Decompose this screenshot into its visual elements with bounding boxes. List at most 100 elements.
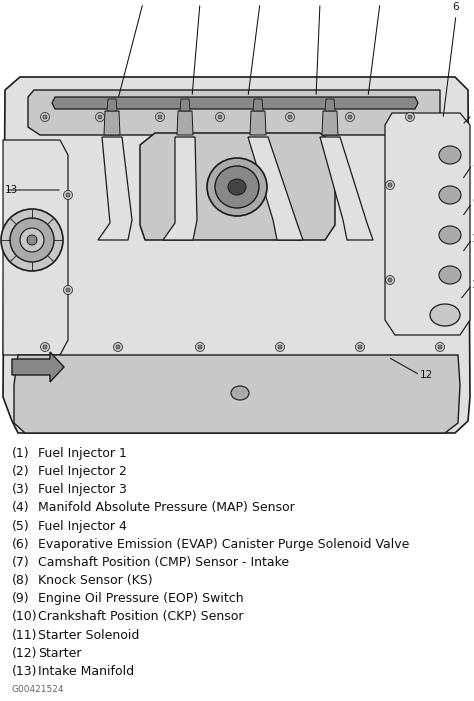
Ellipse shape [1,209,63,271]
Text: 8: 8 [472,160,474,170]
Polygon shape [12,352,64,382]
Ellipse shape [20,228,44,252]
Text: Camshaft Position (CMP) Sensor - Intake: Camshaft Position (CMP) Sensor - Intake [38,556,289,569]
Polygon shape [3,77,470,433]
Ellipse shape [116,345,120,349]
Polygon shape [98,137,132,240]
Ellipse shape [40,343,49,351]
Ellipse shape [215,166,259,208]
Ellipse shape [439,266,461,284]
Ellipse shape [40,112,49,121]
Text: Starter: Starter [38,647,82,660]
Text: 12: 12 [420,370,433,380]
Ellipse shape [158,115,162,119]
Text: (11): (11) [12,629,37,641]
Polygon shape [385,113,470,335]
Text: Fuel Injector 3: Fuel Injector 3 [38,483,127,496]
Text: (8): (8) [12,574,30,587]
Ellipse shape [346,112,355,121]
Ellipse shape [285,112,294,121]
Polygon shape [104,111,120,135]
Text: Crankshaft Position (CKP) Sensor: Crankshaft Position (CKP) Sensor [38,611,244,623]
Ellipse shape [356,343,365,351]
Text: (4): (4) [12,501,29,515]
Text: (10): (10) [12,611,37,623]
Ellipse shape [64,191,73,200]
Polygon shape [250,111,266,135]
Text: Knock Sensor (KS): Knock Sensor (KS) [38,574,153,587]
Text: (6): (6) [12,538,29,551]
Text: (2): (2) [12,465,29,478]
Polygon shape [52,97,418,109]
Ellipse shape [218,115,222,119]
Ellipse shape [275,343,284,351]
Polygon shape [107,99,117,111]
Text: G00421524: G00421524 [12,685,64,694]
Ellipse shape [278,345,282,349]
Polygon shape [248,137,303,240]
Text: Engine Oil Pressure (EOP) Switch: Engine Oil Pressure (EOP) Switch [38,592,244,605]
Ellipse shape [405,112,414,121]
Ellipse shape [95,112,104,121]
Ellipse shape [348,115,352,119]
Ellipse shape [228,179,246,195]
Polygon shape [320,137,373,240]
Ellipse shape [439,226,461,244]
Text: 7: 7 [472,110,474,120]
Text: (12): (12) [12,647,37,660]
Ellipse shape [98,115,102,119]
Text: Fuel Injector 1: Fuel Injector 1 [38,447,127,460]
Text: Starter Solenoid: Starter Solenoid [38,629,139,641]
Text: (7): (7) [12,556,30,569]
Text: 6: 6 [453,2,459,12]
Ellipse shape [385,275,394,285]
Text: Intake Manifold: Intake Manifold [38,665,134,678]
Polygon shape [28,90,440,135]
Polygon shape [325,99,335,111]
Text: 11: 11 [472,280,474,290]
Ellipse shape [436,343,445,351]
Polygon shape [180,99,190,111]
Ellipse shape [430,304,460,326]
Text: 9: 9 [472,198,474,208]
Ellipse shape [64,285,73,294]
Ellipse shape [27,235,37,245]
Text: (5): (5) [12,519,30,533]
Text: Fuel Injector 2: Fuel Injector 2 [38,465,127,478]
Ellipse shape [195,343,204,351]
Polygon shape [322,111,338,135]
Text: Manifold Absolute Pressure (MAP) Sensor: Manifold Absolute Pressure (MAP) Sensor [38,501,295,515]
Polygon shape [163,137,197,240]
Ellipse shape [439,146,461,164]
Ellipse shape [358,345,362,349]
Ellipse shape [66,288,70,292]
Ellipse shape [10,218,54,262]
Text: (13): (13) [12,665,37,678]
Ellipse shape [113,343,122,351]
Ellipse shape [43,345,47,349]
Text: Evaporative Emission (EVAP) Canister Purge Solenoid Valve: Evaporative Emission (EVAP) Canister Pur… [38,538,410,551]
Polygon shape [140,133,335,240]
Ellipse shape [439,186,461,204]
Polygon shape [14,355,460,433]
Polygon shape [177,111,193,135]
Ellipse shape [198,345,202,349]
Ellipse shape [43,115,47,119]
Ellipse shape [216,112,225,121]
Ellipse shape [388,183,392,187]
Text: (1): (1) [12,447,29,460]
Polygon shape [253,99,263,111]
Text: (3): (3) [12,483,29,496]
Ellipse shape [385,180,394,189]
Ellipse shape [155,112,164,121]
Polygon shape [3,140,68,355]
Text: 13: 13 [5,185,18,195]
Text: 10: 10 [472,234,474,244]
Ellipse shape [231,386,249,400]
Polygon shape [0,0,474,435]
Ellipse shape [288,115,292,119]
Ellipse shape [388,278,392,282]
Ellipse shape [438,345,442,349]
Text: (9): (9) [12,592,29,605]
Ellipse shape [408,115,412,119]
